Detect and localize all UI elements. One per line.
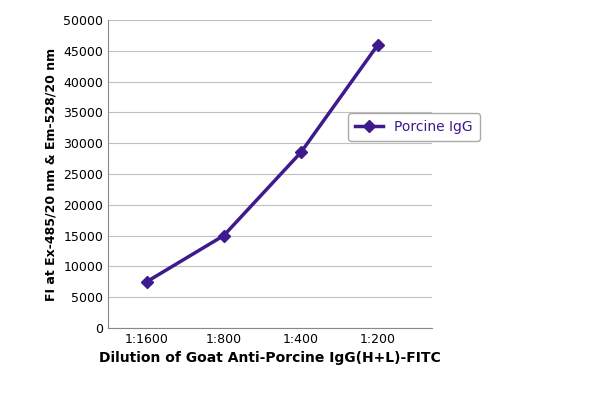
Y-axis label: FI at Ex-485/20 nm & Em-528/20 nm: FI at Ex-485/20 nm & Em-528/20 nm [44, 48, 58, 300]
Porcine IgG [374, 42, 382, 47]
X-axis label: Dilution of Goat Anti-Porcine IgG(H+L)-FITC: Dilution of Goat Anti-Porcine IgG(H+L)-F… [99, 352, 441, 366]
Legend: Porcine IgG: Porcine IgG [348, 113, 479, 141]
Line: Porcine IgG: Porcine IgG [142, 40, 382, 286]
Porcine IgG [297, 150, 304, 155]
Porcine IgG [220, 233, 227, 238]
Porcine IgG [143, 280, 150, 284]
